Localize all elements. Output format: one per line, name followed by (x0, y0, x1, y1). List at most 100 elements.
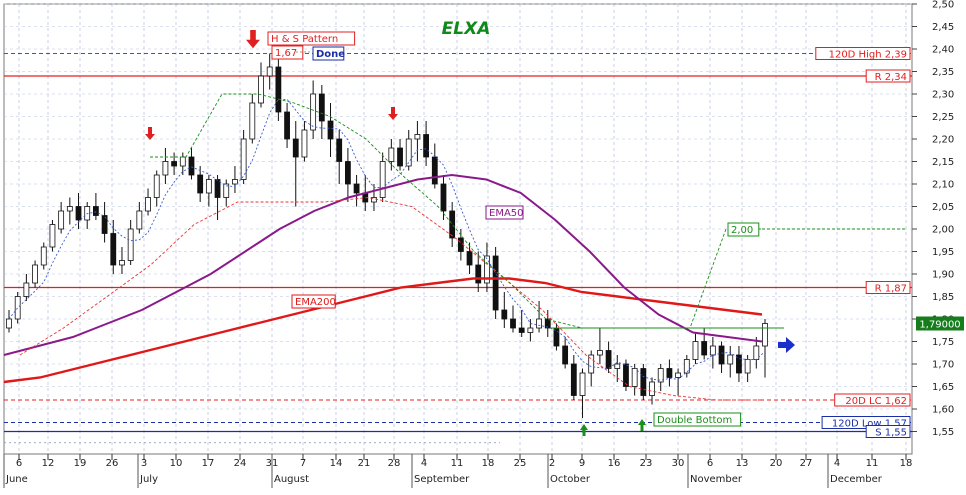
candle-body (162, 161, 169, 176)
candle-body (579, 372, 586, 396)
candle-body (640, 368, 647, 396)
candle-body (475, 264, 482, 284)
candle-body (110, 233, 117, 266)
x-tick-label: 11 (451, 458, 464, 469)
candle-body (466, 251, 473, 266)
candle-body (205, 179, 212, 194)
hs-value-label: 1,67 (275, 48, 297, 59)
last-price-label: 1,79000 (919, 320, 960, 331)
candle-body (344, 161, 351, 185)
x-tick-label: 23 (640, 458, 653, 469)
x-tick-label: 6 (16, 458, 22, 469)
x-tick-label: 10 (170, 458, 183, 469)
candle-body (405, 138, 412, 167)
y-tick-label: 1,75 (932, 337, 954, 348)
last-price-box (916, 316, 964, 331)
candle-body (292, 138, 299, 158)
candle-body (179, 156, 186, 167)
x-tick-label: 19 (74, 458, 87, 469)
candle-body (605, 350, 612, 369)
candle-body (414, 134, 421, 140)
y-tick-label: 2,45 (932, 22, 954, 33)
ema200-label-box (291, 294, 336, 309)
candle-body (744, 359, 751, 374)
x-tick-label: 3 (141, 458, 147, 469)
candle-body (318, 93, 325, 122)
candle-body (649, 381, 655, 396)
candle-body (736, 354, 742, 374)
double-bottom-label-box (653, 412, 742, 427)
breakout-arrow-icon (778, 337, 795, 353)
month-label: June (5, 474, 28, 485)
candle-body (570, 363, 577, 396)
level-label: 120D Low 1,57 (832, 419, 907, 430)
candle-body (388, 147, 395, 162)
level-label: 120D High 2,39 (829, 50, 907, 61)
candle-body (588, 354, 595, 374)
level-label-box (815, 47, 911, 60)
left-shoulder-arrow-icon (145, 127, 155, 140)
candle-body (457, 237, 464, 252)
candle-body (501, 309, 508, 320)
candle-body (753, 345, 760, 360)
y-tick-label: 1,60 (932, 405, 954, 416)
candle-body (683, 359, 690, 374)
candle-body (23, 282, 30, 297)
x-tick-label: 13 (736, 458, 749, 469)
candle-body (249, 102, 256, 140)
candle-body (544, 318, 551, 329)
level-label-box (865, 281, 911, 294)
candle-body (101, 215, 108, 234)
candle-body (301, 129, 308, 158)
ema50-line (3, 173, 763, 356)
ema50-label: EMA50 (489, 208, 524, 219)
x-tick-label: 18 (900, 458, 913, 469)
level-label-box (865, 69, 911, 83)
y-tick-label: 2,35 (932, 67, 954, 78)
candle-body (58, 210, 65, 230)
candle-body (92, 206, 99, 216)
x-tick-label: 27 (800, 458, 813, 469)
level-label: R 1,87 (875, 284, 907, 295)
y-tick-label: 1,90 (932, 270, 954, 281)
candle-body (518, 327, 525, 333)
x-tick-label: 4 (834, 458, 840, 469)
candle-body (762, 323, 768, 347)
y-tick-label: 1,85 (932, 292, 954, 303)
candle-body (40, 246, 47, 266)
bottom1-arrow-icon (580, 424, 588, 436)
candle-body (223, 183, 230, 198)
x-tick-label: 11 (866, 458, 879, 469)
candle-body (275, 66, 282, 113)
candle-body (692, 341, 699, 360)
y-tick-label: 2,15 (932, 157, 954, 168)
candle-body (727, 354, 734, 365)
x-tick-label: 18 (482, 458, 495, 469)
candle-body (657, 368, 664, 383)
candle-body (266, 66, 273, 77)
level-label: S 1,55 (875, 428, 907, 439)
candle-body (145, 197, 151, 212)
candle-body (14, 296, 21, 320)
x-tick-label: 30 (672, 458, 685, 469)
candle-body (336, 138, 343, 162)
candle-body (153, 174, 160, 198)
x-tick-label: 14 (330, 458, 343, 469)
candle-body (709, 345, 716, 356)
candle-body (353, 183, 360, 194)
y-tick-label: 1,70 (932, 360, 954, 371)
y-tick-label: 1,95 (932, 247, 954, 258)
candle-body (127, 228, 134, 261)
month-label: July (139, 474, 158, 485)
month-label: October (550, 474, 591, 485)
month-label: December (830, 474, 883, 485)
candle-body (701, 341, 708, 356)
y-tick-label: 2,40 (932, 45, 954, 56)
level-label-box (834, 393, 911, 407)
y-tick-label: 2,25 (932, 112, 954, 123)
candle-body (484, 255, 490, 284)
candle-body (397, 147, 403, 167)
candle-body (449, 210, 456, 239)
candle-body (327, 120, 334, 140)
candle-body (66, 206, 73, 212)
